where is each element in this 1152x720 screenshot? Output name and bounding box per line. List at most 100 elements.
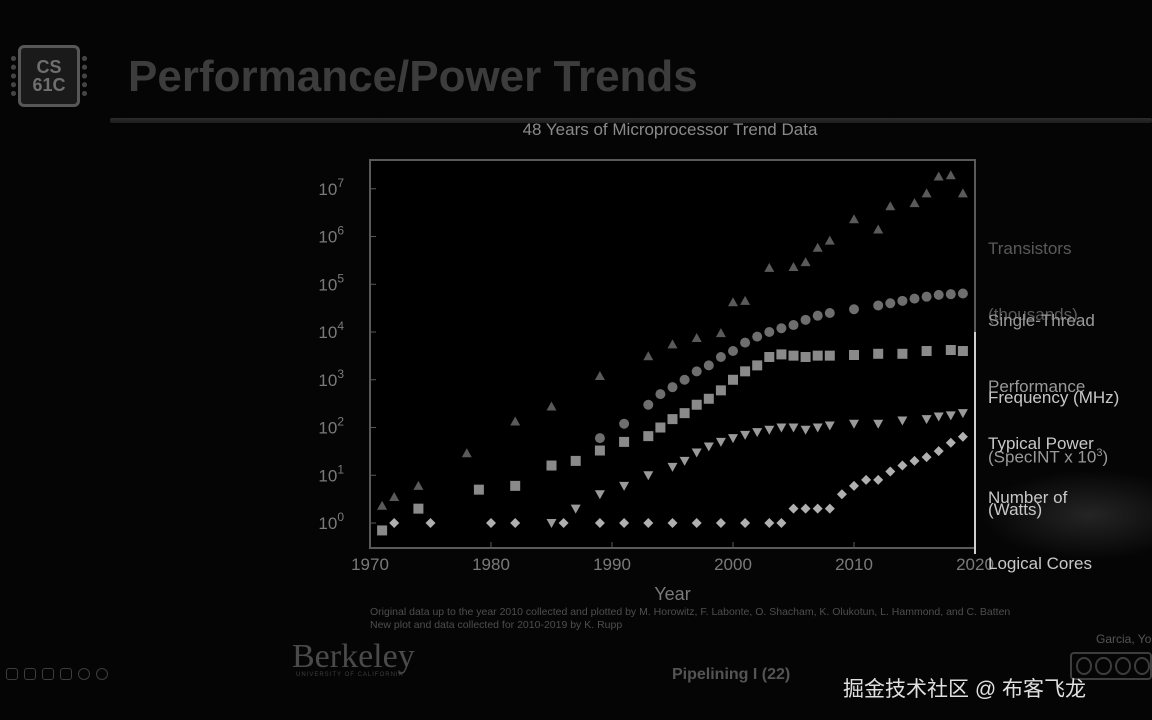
data-point-series-1	[957, 288, 968, 299]
y-tick-base: 10	[318, 419, 337, 438]
y-tick-label: 106	[318, 224, 344, 247]
legend-power: Typical Power (Watts)	[988, 389, 1094, 543]
slide-footer: Pipelining I (22)	[672, 666, 791, 683]
data-point-series-4	[885, 466, 896, 477]
creative-commons-icon	[1070, 652, 1152, 680]
credit-line-2: New plot and data collected for 2010-201…	[370, 619, 623, 631]
data-point-series-0	[812, 242, 823, 252]
data-point-series-4	[897, 460, 908, 471]
data-point-series-2	[873, 348, 884, 359]
course-logo: CS 61C	[11, 45, 87, 107]
data-point-series-0	[885, 201, 896, 211]
legend-transistors-line-2: (thousands)	[988, 305, 1078, 324]
data-point-series-3	[570, 504, 581, 514]
data-point-series-2	[413, 503, 424, 514]
first-slide-icon[interactable]	[6, 668, 18, 680]
data-point-series-2	[921, 346, 932, 357]
x-tick-label: 2010	[835, 555, 873, 574]
data-point-series-4	[486, 518, 496, 529]
data-point-series-0	[691, 332, 702, 342]
legend-frequency-line-1: Frequency (MHz)	[988, 388, 1120, 407]
data-point-series-3	[728, 434, 738, 444]
legend-single-thread-line-3: (SpecINT x 103)	[988, 442, 1108, 469]
data-point-series-4	[849, 480, 859, 491]
data-point-series-3	[764, 425, 775, 435]
data-point-series-1	[594, 433, 605, 444]
data-point-series-3	[776, 423, 787, 433]
data-point-series-0	[824, 235, 835, 245]
data-point-series-2	[776, 349, 787, 360]
data-point-series-1	[691, 366, 702, 377]
data-point-series-4	[764, 518, 775, 529]
data-credits: Original data up to the year 2010 collec…	[370, 606, 1010, 632]
pen-icon[interactable]	[24, 668, 36, 680]
slides-icon[interactable]	[42, 668, 54, 680]
y-tick-label: 105	[318, 271, 344, 294]
data-point-series-1	[728, 346, 738, 357]
data-point-series-0	[377, 500, 388, 510]
data-point-series-1	[752, 331, 763, 342]
data-point-series-2	[897, 348, 908, 359]
data-point-series-0	[921, 188, 932, 198]
data-point-series-4	[715, 518, 726, 529]
data-point-series-0	[800, 257, 811, 267]
data-point-series-1	[679, 374, 690, 385]
data-point-series-4	[667, 518, 678, 529]
legend-power-line-2: (Watts)	[988, 500, 1043, 519]
data-point-series-0	[461, 448, 472, 458]
forward-icon[interactable]	[96, 668, 108, 680]
data-point-series-0	[764, 262, 775, 272]
data-point-series-2	[691, 399, 702, 410]
data-point-series-3	[849, 419, 859, 429]
data-point-series-4	[740, 518, 751, 529]
y-tick-label: 104	[318, 319, 344, 342]
data-point-series-1	[788, 320, 799, 331]
data-point-series-3	[800, 425, 811, 435]
x-axis-label: Year	[654, 584, 690, 604]
data-point-series-2	[715, 385, 726, 396]
data-point-series-4	[921, 452, 932, 463]
data-point-series-2	[788, 350, 799, 361]
data-point-series-2	[510, 480, 521, 491]
data-point-series-4	[945, 437, 956, 448]
zoom-icon[interactable]	[60, 668, 72, 680]
data-point-series-2	[667, 414, 678, 425]
data-point-series-4	[643, 518, 654, 529]
data-point-series-2	[473, 484, 484, 495]
data-point-series-4	[776, 518, 787, 529]
data-point-series-4	[909, 455, 920, 466]
data-point-series-3	[679, 456, 690, 466]
data-point-series-3	[546, 519, 557, 529]
data-point-series-3	[715, 437, 726, 447]
data-point-series-2	[764, 351, 775, 362]
data-point-series-2	[945, 345, 956, 356]
data-point-series-4	[558, 518, 569, 529]
y-tick-exponent: 0	[337, 510, 344, 524]
x-tick-label: 1990	[593, 555, 631, 574]
data-point-series-1	[897, 295, 908, 306]
data-point-series-2	[740, 366, 751, 377]
data-point-series-3	[921, 415, 932, 425]
y-tick-base: 10	[318, 323, 337, 342]
data-point-series-3	[752, 428, 763, 438]
x-tick-label: 2020	[956, 555, 994, 574]
data-point-series-0	[873, 224, 884, 234]
legend-single-thread-line-3-text: (SpecINT x 10	[988, 447, 1097, 467]
data-point-series-2	[619, 436, 630, 447]
data-point-series-3	[703, 442, 714, 452]
background-glow	[980, 470, 1152, 560]
data-point-series-3	[619, 481, 630, 491]
legend-transistors: Transistors (thousands)	[988, 194, 1078, 348]
y-tick-exponent: 5	[337, 271, 344, 285]
back-icon[interactable]	[78, 668, 90, 680]
data-point-series-4	[691, 518, 702, 529]
data-point-series-2	[377, 525, 388, 536]
y-tick-label: 100	[318, 510, 344, 533]
y-tick-base: 10	[318, 514, 337, 533]
data-point-series-1	[740, 337, 751, 348]
data-point-series-0	[945, 170, 956, 180]
data-point-series-4	[824, 503, 835, 514]
data-point-series-1	[800, 314, 811, 325]
data-point-series-2	[824, 350, 835, 361]
